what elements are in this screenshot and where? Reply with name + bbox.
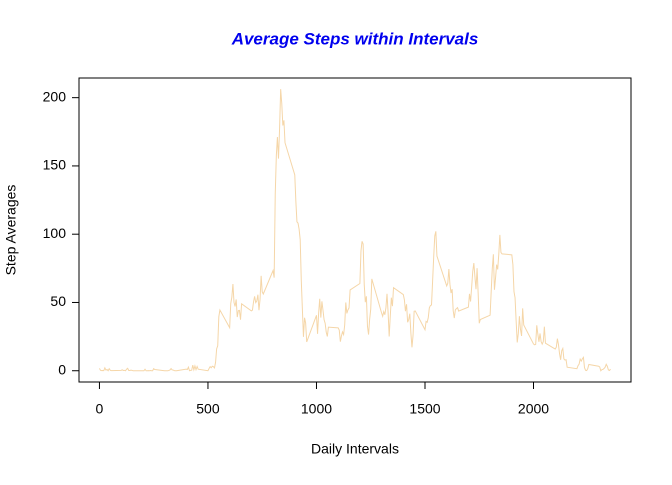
x-tick-label: 500 <box>196 401 220 417</box>
y-tick-label: 0 <box>58 361 66 377</box>
y-tick-label: 150 <box>43 157 67 173</box>
data-line <box>99 89 611 372</box>
x-tick-label: 1000 <box>301 401 332 417</box>
y-axis-label: Step Averages <box>3 185 19 276</box>
chart-title: Average Steps within Intervals <box>231 29 479 48</box>
y-tick-label: 200 <box>43 88 67 104</box>
x-tick-label: 0 <box>96 401 104 417</box>
x-axis-label: Daily Intervals <box>311 441 399 457</box>
x-tick-label: 2000 <box>518 401 549 417</box>
x-tick-label: 1500 <box>409 401 440 417</box>
y-tick-label: 50 <box>50 293 66 309</box>
y-tick-label: 100 <box>43 225 67 241</box>
